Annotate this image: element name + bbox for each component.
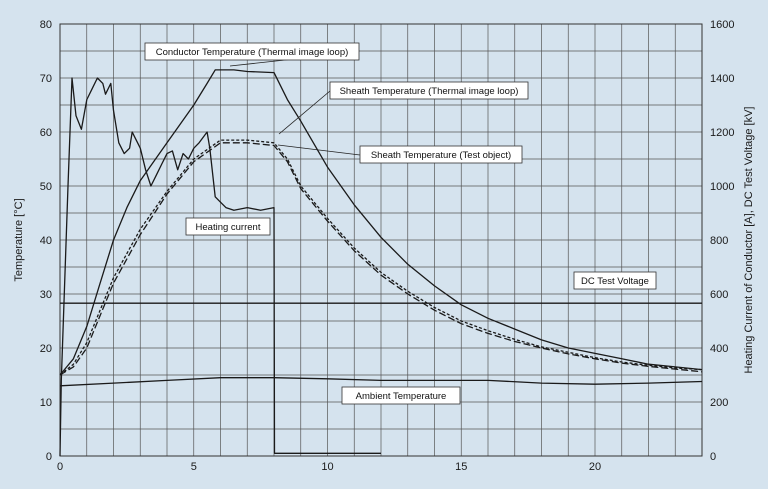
y2-tick-label: 1200 [710, 127, 734, 139]
y2-tick-label: 200 [710, 397, 728, 409]
series-group [59, 69, 703, 457]
annotation-label: Ambient Temperature [356, 391, 447, 402]
y-tick-label: 40 [40, 235, 52, 247]
y2-tick-label: 800 [710, 235, 728, 247]
annotations: Conductor Temperature (Thermal image loo… [144, 42, 657, 405]
y2-tick-label: 1400 [710, 73, 734, 85]
y-tick-label: 60 [40, 127, 52, 139]
annotation-label: Sheath Temperature (Thermal image loop) [340, 86, 519, 97]
x-tick-label: 5 [191, 461, 197, 473]
y2-tick-label: 1600 [710, 19, 734, 31]
y-tick-label: 10 [40, 397, 52, 409]
plot-frame [59, 23, 703, 457]
annotation-label: Sheath Temperature (Test object) [371, 150, 511, 161]
y-tick-label: 20 [40, 343, 52, 355]
series-line-3 [59, 77, 381, 457]
tick-labels: 0 5 10 15 2001020304050607080020040060080010… [40, 19, 735, 473]
annotation-box [144, 42, 360, 61]
x-tick-label: 0 [57, 461, 63, 473]
y-tick-label: 70 [40, 73, 52, 85]
annotation-box [573, 271, 657, 290]
series-line-1 [59, 139, 703, 376]
annotation-box [359, 145, 523, 164]
series-line-0 [59, 69, 703, 376]
x-tick-label: 15 [455, 461, 467, 473]
y-tick-label: 50 [40, 181, 52, 193]
y2-tick-label: 0 [710, 451, 716, 463]
annotation-leader [277, 144, 361, 156]
y-tick-label: 30 [40, 289, 52, 301]
annotation-label: Conductor Temperature (Thermal image loo… [156, 47, 349, 58]
annotation-box [329, 81, 529, 100]
x-tick-label: 10 [321, 461, 333, 473]
annotation-label: Heating current [196, 222, 261, 233]
series-line-2 [59, 142, 703, 376]
y-tick-label: 0 [46, 451, 52, 463]
x-tick-label: 20 [589, 461, 601, 473]
y2-axis-label: Heating Current of Conductor [A], DC Tes… [743, 107, 755, 374]
annotation-box [185, 217, 271, 236]
y2-tick-label: 400 [710, 343, 728, 355]
y2-tick-label: 600 [710, 289, 728, 301]
y-tick-label: 80 [40, 19, 52, 31]
y-axis-label: Temperature [°C] [13, 198, 25, 281]
annotation-box [341, 386, 461, 405]
annotation-label: DC Test Voltage [581, 276, 649, 287]
y2-tick-label: 1000 [710, 181, 734, 193]
series-line-5 [59, 377, 703, 387]
annotation-leader [278, 90, 331, 135]
